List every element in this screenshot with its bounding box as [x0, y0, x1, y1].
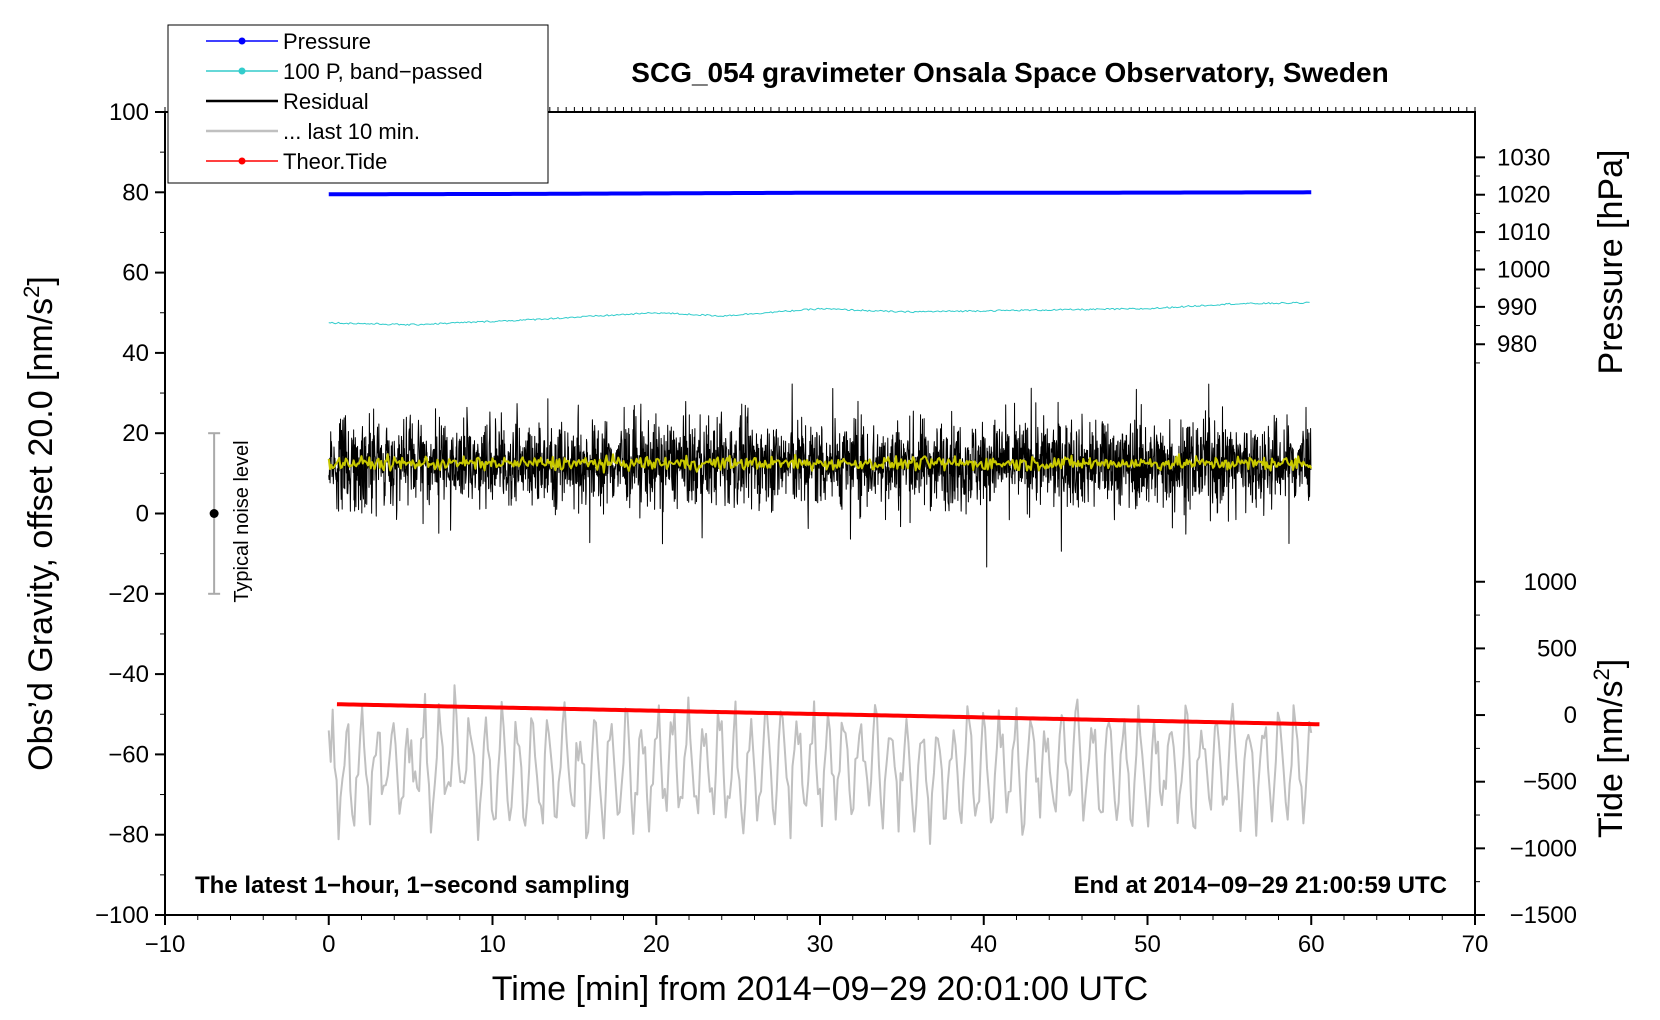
- tide-axis-title-text: Tide [nm/s: [1592, 681, 1630, 838]
- end-time-annotation: End at 2014−09−29 21:00:59 UTC: [1073, 872, 1447, 899]
- legend-label: Residual: [283, 89, 369, 114]
- sampling-annotation: The latest 1−hour, 1−second sampling: [195, 872, 630, 899]
- tide-tick-label: −500: [1523, 769, 1577, 796]
- legend-swatch-marker: [238, 37, 246, 45]
- tide-tick-label: 1000: [1524, 569, 1577, 596]
- y-tick-label: −20: [108, 581, 149, 608]
- pressure-tick-label: 980: [1497, 331, 1537, 358]
- y-tick-label: 0: [136, 501, 149, 528]
- pressure-axis-title: Pressure [hPa]: [1592, 150, 1630, 375]
- x-tick-label: −10: [145, 931, 186, 958]
- y-tick-label: −60: [108, 741, 149, 768]
- series-last-10-min: [327, 684, 1313, 845]
- legend-box: [167, 24, 549, 184]
- y-axis-title-end: ]: [22, 276, 60, 285]
- legend-label: Theor.Tide: [283, 149, 387, 174]
- noise-bar-center-dot: [209, 509, 219, 518]
- pressure-tick-label: 1020: [1497, 182, 1550, 209]
- legend-label: ... last 10 min.: [283, 119, 420, 144]
- pressure-tick-label: 990: [1497, 294, 1537, 321]
- noise-level-label: Typical noise level: [231, 440, 253, 602]
- y-tick-label: 80: [122, 179, 149, 206]
- pressure-tick-label: 1000: [1497, 256, 1550, 283]
- noise-level-indicator: [208, 432, 221, 595]
- legend-label: Pressure: [283, 29, 371, 54]
- legend-swatch-marker: [238, 157, 246, 165]
- x-tick-label: 40: [970, 931, 997, 958]
- series-residual-smoothed: [327, 453, 1313, 474]
- y-tick-label: −80: [108, 822, 149, 849]
- y-tick-label: 60: [122, 260, 149, 287]
- tide-axis-title-sup: 2: [1589, 668, 1614, 680]
- y-tick-label: 100: [109, 99, 149, 126]
- tide-tick-label: −1500: [1510, 902, 1577, 929]
- tide-tick-label: 500: [1537, 635, 1577, 662]
- tide-axis-title-end: ]: [1592, 659, 1630, 668]
- y-tick-label: −40: [108, 661, 149, 688]
- y-tick-label: −100: [95, 902, 149, 929]
- pressure-tick-label: 1010: [1497, 219, 1550, 246]
- y-tick-label: 20: [122, 420, 149, 447]
- legend-swatch-marker: [238, 67, 246, 75]
- legend: Pressure 100 P, band−passed Residual ... la…: [167, 24, 549, 184]
- y-axis-title: Obs’d Gravity, offset 20.0 [nm/s2]: [19, 276, 60, 771]
- series-layer: [327, 190, 1320, 845]
- x-tick-label: 50: [1134, 931, 1161, 958]
- series-theoretical-tide: [336, 702, 1320, 727]
- x-tick-label: 60: [1298, 931, 1325, 958]
- chart-title: SCG_054 gravimeter Onsala Space Observat…: [631, 57, 1388, 88]
- x-axis-title: Time [min] from 2014−09−29 20:01:00 UTC: [492, 970, 1148, 1008]
- series-residual: [328, 383, 1312, 568]
- legend-label: 100 P, band−passed: [283, 59, 483, 84]
- series-band-passed-pressure: [328, 301, 1310, 326]
- tide-tick-label: 0: [1564, 702, 1577, 729]
- tide-axis-title: Tide [nm/s2]: [1589, 659, 1630, 838]
- x-tick-label: 0: [322, 931, 335, 958]
- axis-layer: −10 0 10 20 30 40 50 60 70−100−80−60−40−20020406…: [95, 99, 1577, 958]
- x-tick-label: 20: [643, 931, 670, 958]
- y-tick-label: 40: [122, 340, 149, 367]
- y-axis-title-text: Obs’d Gravity, offset 20.0 [nm/s: [22, 298, 60, 771]
- tide-tick-label: −1000: [1510, 835, 1577, 862]
- series-pressure: [328, 190, 1312, 197]
- x-tick-label: 70: [1462, 931, 1489, 958]
- pressure-tick-label: 1030: [1497, 144, 1550, 171]
- x-tick-label: 10: [479, 931, 506, 958]
- x-tick-label: 30: [807, 931, 834, 958]
- y-axis-title-sup: 2: [19, 286, 44, 298]
